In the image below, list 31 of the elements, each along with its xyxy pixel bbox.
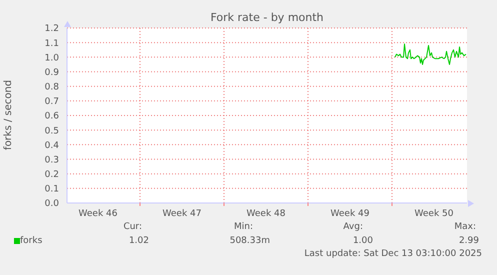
y-tick-label: 0.5	[44, 126, 59, 136]
text: Last update: Sat Dec 13 03:10:00 2025	[304, 249, 482, 259]
legend-label: forks	[19, 236, 42, 246]
text: 1.00	[352, 236, 373, 246]
y-tick-label: 0.4	[44, 140, 60, 151]
y-tick-label: 0.7	[44, 97, 59, 108]
y-tick-label: 0.9	[44, 68, 60, 78]
text: Min:	[234, 222, 253, 232]
line-series	[394, 44, 466, 65]
text: Cur:	[123, 222, 142, 232]
y-tick-label: 0.3	[44, 155, 59, 166]
chart-title: Fork rate - by month	[209, 11, 325, 24]
x-tick-label: Week 48	[246, 209, 286, 219]
y-tick-label: 1.2	[44, 24, 59, 34]
x-tick-label: Week 50	[414, 209, 454, 219]
y-tick-label: 0.1	[44, 184, 59, 195]
y-tick-label: 0.6	[44, 112, 60, 122]
y-tick-label: 0.8	[44, 82, 60, 93]
text: 1.02	[128, 236, 149, 246]
y-tick-label: 0.0	[44, 199, 60, 210]
text: Avg:	[343, 222, 363, 232]
y-tick-label: 0.2	[44, 170, 59, 180]
y-axis-title: forks / second	[3, 80, 14, 150]
x-tick-label: Week 46	[78, 209, 118, 219]
text: Max:	[454, 222, 476, 232]
text: 2.99	[458, 236, 479, 246]
x-tick-label: Week 49	[330, 209, 370, 219]
y-tick-label: 1.1	[44, 38, 59, 49]
y-tick-label: 1.0	[44, 53, 60, 64]
x-tick-label: Week 47	[162, 209, 202, 219]
text: 508.33m	[230, 236, 270, 246]
